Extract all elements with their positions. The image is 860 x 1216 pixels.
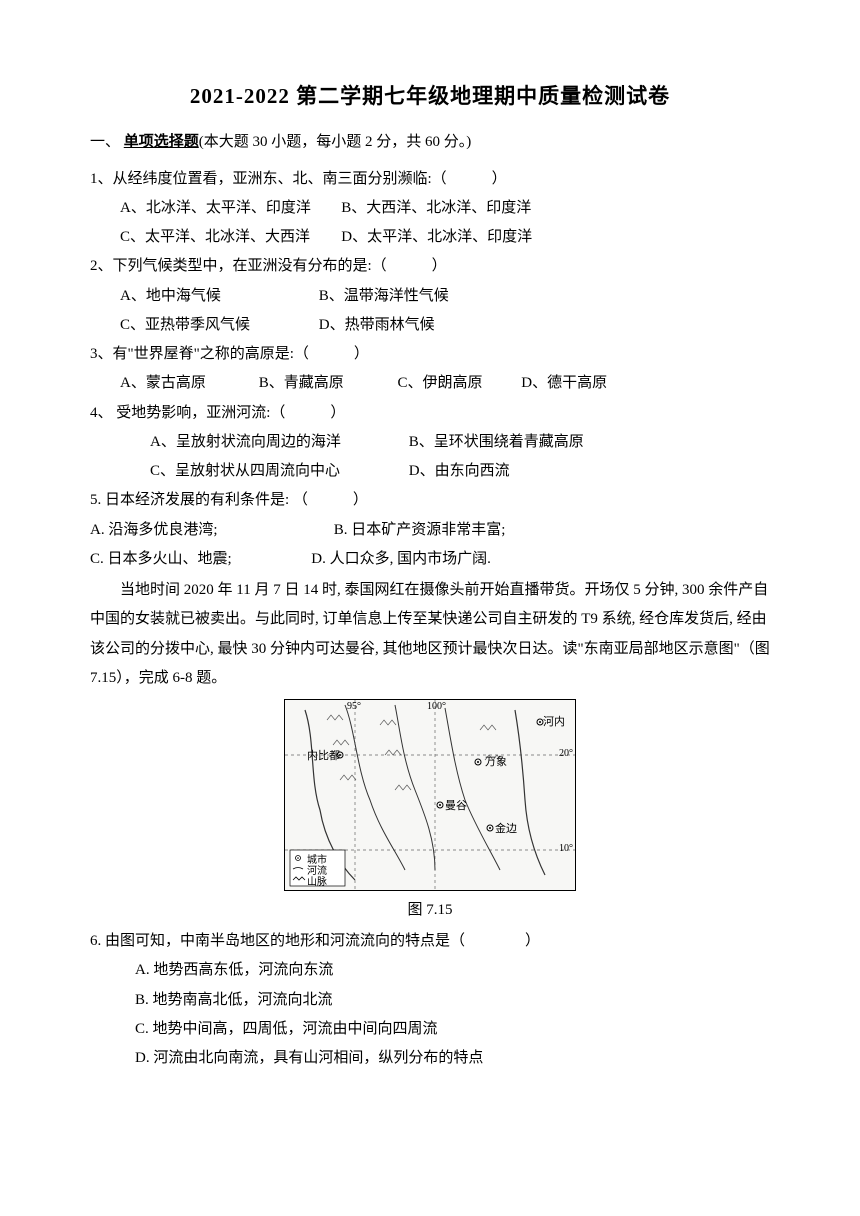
q3-opt-a: A、蒙古高原 bbox=[120, 369, 255, 398]
q2-opt-b: B、温带海洋性气候 bbox=[319, 282, 449, 311]
map-city-naypyidaw: 内比都 bbox=[307, 747, 340, 763]
map-city-phnompenh: 金边 bbox=[495, 820, 517, 836]
q3-opt-d: D、德干高原 bbox=[521, 369, 607, 398]
section-1-header: 一、 单项选择题(本大题 30 小题，每小题 2 分，共 60 分。) bbox=[90, 128, 770, 157]
question-4: 4、 受地势影响，亚洲河流:（ ） A、呈放射状流向周边的海洋 B、呈环状围绕着… bbox=[90, 399, 770, 487]
q1-opt-c: C、太平洋、北冰洋、大西洋 bbox=[120, 223, 338, 252]
q2-stem: 2、下列气候类型中，在亚洲没有分布的是:（ ） bbox=[90, 252, 770, 281]
q4-opt-a: A、呈放射状流向周边的海洋 bbox=[150, 428, 405, 457]
q3-opt-b: B、青藏高原 bbox=[259, 369, 394, 398]
map-lon-95: 95° bbox=[347, 701, 361, 712]
q5-opt-a: A. 沿海多优良港湾; bbox=[90, 516, 330, 545]
section-1-note: (本大题 30 小题，每小题 2 分，共 60 分。) bbox=[199, 134, 472, 150]
q4-row2: C、呈放射状从四周流向中心 D、由东向西流 bbox=[90, 457, 770, 486]
q4-opt-d: D、由东向西流 bbox=[409, 457, 510, 486]
q5-row2: C. 日本多火山、地震; D. 人口众多, 国内市场广阔. bbox=[90, 545, 770, 574]
q6-stem: 6. 由图可知，中南半岛地区的地形和河流流向的特点是（ ） bbox=[90, 927, 770, 956]
q1-row1: A、北冰洋、太平洋、印度洋 B、大西洋、北冰洋、印度洋 bbox=[90, 194, 770, 223]
q5-stem: 5. 日本经济发展的有利条件是: （ ） bbox=[90, 486, 770, 515]
q4-stem: 4、 受地势影响，亚洲河流:（ ） bbox=[90, 399, 770, 428]
legend-mountain: 山脉 bbox=[307, 873, 327, 888]
figure-7-15-wrap: 95° 100° 20° 10° 内比都 万象 曼谷 金边 河内 城市 河流 山… bbox=[90, 699, 770, 896]
passage-6-8: 当地时间 2020 年 11 月 7 日 14 时, 泰国网红在摄像头前开始直播… bbox=[90, 576, 770, 693]
q1-stem: 1、从经纬度位置看，亚洲东、北、南三面分别濒临:（ ） bbox=[90, 165, 770, 194]
q1-opt-d: D、太平洋、北冰洋、印度洋 bbox=[341, 223, 532, 252]
page: 2021-2022 第二学期七年级地理期中质量检测试卷 一、 单项选择题(本大题… bbox=[0, 0, 860, 1113]
q4-opt-c: C、呈放射状从四周流向中心 bbox=[150, 457, 405, 486]
page-title: 2021-2022 第二学期七年级地理期中质量检测试卷 bbox=[90, 80, 770, 110]
map-lat-20: 20° bbox=[559, 748, 573, 759]
question-5: 5. 日本经济发展的有利条件是: （ ） A. 沿海多优良港湾; B. 日本矿产… bbox=[90, 486, 770, 574]
question-1: 1、从经纬度位置看，亚洲东、北、南三面分别濒临:（ ） A、北冰洋、太平洋、印度… bbox=[90, 165, 770, 253]
figure-7-15-caption: 图 7.15 bbox=[90, 898, 770, 919]
q6-opt-b: B. 地势南高北低，河流向北流 bbox=[90, 986, 770, 1015]
map-svg bbox=[285, 700, 575, 890]
figure-7-15: 95° 100° 20° 10° 内比都 万象 曼谷 金边 河内 城市 河流 山… bbox=[284, 699, 576, 891]
q1-opt-b: B、大西洋、北冰洋、印度洋 bbox=[341, 194, 531, 223]
map-city-vientiane: 万象 bbox=[485, 753, 507, 769]
map-lon-100: 100° bbox=[427, 701, 446, 712]
q2-row2: C、亚热带季风气候 D、热带雨林气候 bbox=[90, 311, 770, 340]
q2-opt-a: A、地中海气候 bbox=[120, 282, 315, 311]
q5-opt-d: D. 人口众多, 国内市场广阔. bbox=[311, 545, 491, 574]
q3-stem: 3、有"世界屋脊"之称的高原是:（ ） bbox=[90, 340, 770, 369]
q1-row2: C、太平洋、北冰洋、大西洋 D、太平洋、北冰洋、印度洋 bbox=[90, 223, 770, 252]
q2-opt-d: D、热带雨林气候 bbox=[319, 311, 435, 340]
q1-opt-a: A、北冰洋、太平洋、印度洋 bbox=[120, 194, 338, 223]
map-city-hanoi: 河内 bbox=[543, 713, 565, 729]
question-3: 3、有"世界屋脊"之称的高原是:（ ） A、蒙古高原 B、青藏高原 C、伊朗高原… bbox=[90, 340, 770, 399]
q3-opt-c: C、伊朗高原 bbox=[398, 369, 518, 398]
q4-opt-b: B、呈环状围绕着青藏高原 bbox=[409, 428, 584, 457]
q2-opt-c: C、亚热带季风气候 bbox=[120, 311, 315, 340]
section-1-label: 单项选择题 bbox=[124, 134, 199, 150]
q5-opt-b: B. 日本矿产资源非常丰富; bbox=[334, 516, 506, 545]
q4-row1: A、呈放射状流向周边的海洋 B、呈环状围绕着青藏高原 bbox=[90, 428, 770, 457]
q6-opt-a: A. 地势西高东低，河流向东流 bbox=[90, 956, 770, 985]
question-6: 6. 由图可知，中南半岛地区的地形和河流流向的特点是（ ） A. 地势西高东低，… bbox=[90, 927, 770, 1073]
q2-row1: A、地中海气候 B、温带海洋性气候 bbox=[90, 282, 770, 311]
map-city-bangkok: 曼谷 bbox=[445, 797, 467, 813]
section-1-number: 一、 bbox=[90, 128, 120, 157]
q6-opt-c: C. 地势中间高，四周低，河流由中间向四周流 bbox=[90, 1015, 770, 1044]
q5-opt-c: C. 日本多火山、地震; bbox=[90, 545, 308, 574]
q3-row1: A、蒙古高原 B、青藏高原 C、伊朗高原 D、德干高原 bbox=[90, 369, 770, 398]
question-2: 2、下列气候类型中，在亚洲没有分布的是:（ ） A、地中海气候 B、温带海洋性气… bbox=[90, 252, 770, 340]
map-lat-10: 10° bbox=[559, 843, 573, 854]
q6-opt-d: D. 河流由北向南流，具有山河相间，纵列分布的特点 bbox=[90, 1044, 770, 1073]
q5-row1: A. 沿海多优良港湾; B. 日本矿产资源非常丰富; bbox=[90, 516, 770, 545]
